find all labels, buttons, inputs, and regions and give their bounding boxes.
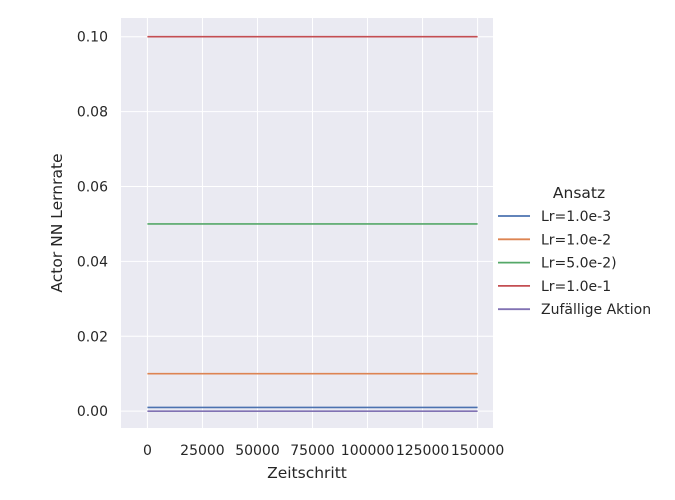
legend-entry: Zufällige Aktion xyxy=(541,302,651,318)
legend-title: Ansatz xyxy=(553,184,605,202)
y-tick-label: 0.08 xyxy=(77,105,108,121)
x-axis-label: Zeitschritt xyxy=(267,464,347,482)
legend-entry: Lr=1.0e-2 xyxy=(541,232,611,248)
x-tick-label: 0 xyxy=(143,443,152,459)
legend-entry: Lr=1.0e-1 xyxy=(541,279,611,295)
x-tick-label: 125000 xyxy=(396,443,449,459)
y-tick-labels: 0.00 0.02 0.04 0.06 0.08 0.10 xyxy=(77,30,108,420)
x-tick-label: 75000 xyxy=(290,443,335,459)
y-tick-label: 0.00 xyxy=(77,404,108,420)
y-tick-label: 0.10 xyxy=(77,30,108,46)
legend-entry: Lr=1.0e-3 xyxy=(541,209,611,225)
legend: Ansatz Lr=1.0e-3 Lr=1.0e-2 Lr=5.0e-2) Lr=1.… xyxy=(498,184,651,318)
series-lines xyxy=(147,35,478,412)
x-tick-label: 50000 xyxy=(235,443,280,459)
x-tick-label: 100000 xyxy=(341,443,394,459)
x-tick-label: 150000 xyxy=(451,443,504,459)
y-tick-label: 0.02 xyxy=(77,329,108,345)
x-tick-labels: 0 25000 50000 75000 100000 125000 150000 xyxy=(143,443,504,459)
legend-entry: Lr=5.0e-2) xyxy=(541,256,617,272)
plot-background xyxy=(121,18,493,428)
y-axis-label: Actor NN Lernrate xyxy=(48,153,66,292)
y-tick-label: 0.04 xyxy=(77,254,108,270)
y-tick-label: 0.06 xyxy=(77,179,108,195)
x-tick-label: 25000 xyxy=(180,443,225,459)
